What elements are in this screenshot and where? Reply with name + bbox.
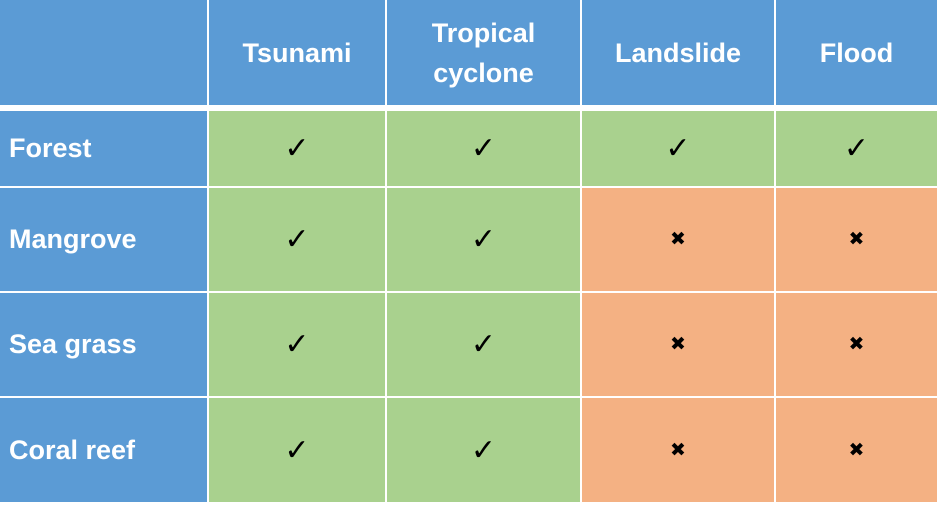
status-mark: ✓ <box>387 398 580 502</box>
status-mark: ✓ <box>209 111 385 186</box>
status-mark: ✖ <box>776 398 937 502</box>
status-mark: ✖ <box>776 188 937 291</box>
status-mark: ✓ <box>209 398 385 502</box>
row-label: Sea grass <box>0 293 207 396</box>
status-mark: ✖ <box>776 293 937 396</box>
row-label: Mangrove <box>0 188 207 291</box>
status-mark: ✓ <box>582 111 774 186</box>
status-mark: ✓ <box>209 293 385 396</box>
status-mark: ✖ <box>582 293 774 396</box>
row-label: Forest <box>0 111 207 186</box>
status-mark: ✓ <box>387 188 580 291</box>
column-header: Landslide <box>582 0 774 105</box>
status-mark: ✖ <box>582 188 774 291</box>
status-mark: ✓ <box>387 293 580 396</box>
column-header: Tropical cyclone <box>387 0 580 105</box>
status-mark: ✓ <box>387 111 580 186</box>
status-mark: ✓ <box>209 188 385 291</box>
corner-cell <box>0 0 207 105</box>
row-label: Coral reef <box>0 398 207 502</box>
column-header: Tsunami <box>209 0 385 105</box>
status-mark: ✓ <box>776 111 937 186</box>
column-header: Flood <box>776 0 937 105</box>
status-mark: ✖ <box>582 398 774 502</box>
